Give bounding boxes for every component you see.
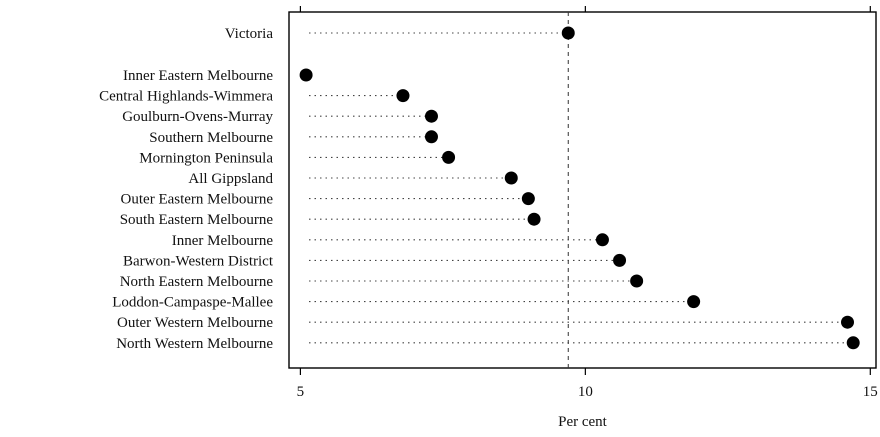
data-point [504, 171, 518, 185]
category-label: South Eastern Melbourne [120, 212, 274, 228]
data-point [424, 130, 438, 144]
category-label: All Gippsland [188, 171, 273, 187]
category-label: Inner Eastern Melbourne [123, 68, 273, 84]
category-label: Southern Melbourne [149, 130, 273, 146]
category-label: Central Highlands-Wimmera [99, 89, 273, 105]
plot-area [288, 11, 877, 369]
category-label: Mornington Peninsula [139, 150, 273, 166]
data-point [846, 336, 860, 350]
category-label: Loddon-Campaspe-Mallee [112, 295, 273, 311]
data-point [561, 26, 575, 40]
data-point [613, 253, 627, 267]
data-points [299, 26, 860, 350]
data-point [595, 233, 609, 247]
plot-frame [288, 11, 877, 369]
category-label: Outer Eastern Melbourne [121, 192, 274, 208]
data-point [442, 150, 456, 164]
category-label: North Western Melbourne [116, 336, 273, 352]
x-axis-label: Per cent [558, 414, 608, 430]
data-point [396, 89, 410, 103]
data-point [424, 109, 438, 123]
category-labels: Victoria Inner Eastern Melbourne Central H… [99, 26, 274, 352]
category-label: Outer Western Melbourne [117, 315, 273, 331]
data-point [521, 192, 535, 206]
data-point [527, 212, 541, 226]
category-label: Goulburn-Ovens-Murray [122, 109, 273, 125]
x-tick-label: 5 [297, 384, 305, 400]
category-label: Barwon-Western District [123, 253, 274, 269]
data-point [841, 315, 855, 329]
x-tick-label: 15 [863, 384, 878, 400]
category-label: Inner Melbourne [172, 233, 274, 249]
data-point [299, 68, 313, 82]
leader-lines [300, 32, 848, 344]
data-point [630, 274, 644, 288]
category-label: Victoria [225, 26, 274, 42]
category-label: North Eastern Melbourne [120, 274, 274, 290]
data-point [687, 295, 701, 309]
x-axis: 5 10 15 [297, 6, 878, 400]
x-tick-label: 10 [578, 384, 593, 400]
